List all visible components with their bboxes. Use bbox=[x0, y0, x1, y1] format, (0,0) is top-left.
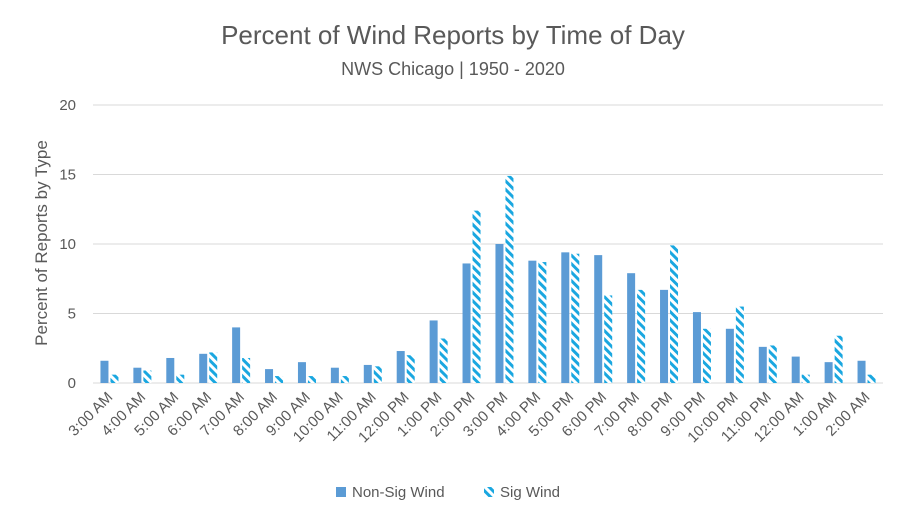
bar-non-sig-wind-12 bbox=[495, 244, 504, 383]
legend-swatch-sig-wind bbox=[484, 487, 494, 497]
bar-sig-wind-18 bbox=[702, 328, 711, 383]
bar-sig-wind-14 bbox=[571, 253, 580, 383]
chart-title: Percent of Wind Reports by Time of Day bbox=[221, 20, 685, 50]
bar-sig-wind-4 bbox=[242, 357, 251, 383]
bar-non-sig-wind-3 bbox=[199, 353, 208, 383]
chart-subtitle: NWS Chicago | 1950 - 2020 bbox=[341, 59, 565, 79]
bar-non-sig-wind-13 bbox=[528, 260, 537, 383]
y-tick-label: 5 bbox=[68, 306, 76, 323]
bar-sig-wind-22 bbox=[834, 335, 843, 383]
bar-non-sig-wind-2 bbox=[166, 357, 175, 383]
bar-sig-wind-10 bbox=[439, 338, 448, 383]
y-axis-ticks: 0 5 10 15 20 bbox=[59, 97, 76, 392]
bar-sig-wind-2 bbox=[176, 374, 185, 383]
bar-non-sig-wind-22 bbox=[824, 362, 833, 383]
bar-non-sig-wind-8 bbox=[363, 364, 372, 383]
bar-non-sig-wind-14 bbox=[561, 252, 570, 383]
bar-non-sig-wind-9 bbox=[396, 351, 405, 383]
bar-sig-wind-5 bbox=[275, 376, 284, 383]
legend-label-non-sig-wind: Non-Sig Wind bbox=[352, 484, 445, 501]
bar-non-sig-wind-1 bbox=[133, 367, 142, 383]
bar-sig-wind-11 bbox=[472, 210, 481, 383]
bar-sig-wind-6 bbox=[307, 376, 316, 383]
bar-non-sig-wind-15 bbox=[594, 255, 603, 383]
bar-sig-wind-15 bbox=[604, 295, 613, 383]
bar-non-sig-wind-16 bbox=[627, 273, 636, 383]
bar-sig-wind-21 bbox=[801, 374, 810, 383]
bar-sig-wind-17 bbox=[670, 245, 679, 383]
bar-sig-wind-8 bbox=[373, 366, 382, 383]
bar-non-sig-wind-5 bbox=[265, 369, 274, 383]
bar-sig-wind-9 bbox=[406, 355, 415, 383]
legend-label-sig-wind: Sig Wind bbox=[500, 484, 560, 501]
bars bbox=[100, 175, 876, 383]
y-axis-title: Percent of Reports by Type bbox=[32, 140, 51, 346]
legend-swatch-non-sig-wind bbox=[336, 487, 346, 497]
bar-non-sig-wind-7 bbox=[330, 367, 339, 383]
bar-non-sig-wind-10 bbox=[429, 320, 438, 383]
legend: Non-Sig Wind Sig Wind bbox=[336, 484, 560, 501]
bar-sig-wind-19 bbox=[735, 306, 744, 383]
bar-non-sig-wind-20 bbox=[758, 346, 767, 383]
bar-non-sig-wind-4 bbox=[232, 327, 241, 383]
bar-non-sig-wind-23 bbox=[857, 360, 866, 383]
gridlines bbox=[93, 104, 883, 384]
bar-sig-wind-3 bbox=[209, 352, 218, 383]
bar-sig-wind-20 bbox=[768, 345, 777, 383]
bar-sig-wind-1 bbox=[143, 370, 152, 383]
bar-non-sig-wind-17 bbox=[660, 289, 669, 383]
bar-sig-wind-0 bbox=[110, 374, 119, 383]
bar-non-sig-wind-11 bbox=[462, 263, 471, 383]
bar-non-sig-wind-18 bbox=[692, 312, 701, 383]
y-tick-label: 15 bbox=[59, 167, 76, 184]
y-tick-label: 0 bbox=[68, 375, 76, 392]
y-tick-label: 20 bbox=[59, 97, 76, 114]
bar-non-sig-wind-6 bbox=[297, 362, 306, 383]
bar-non-sig-wind-0 bbox=[100, 360, 109, 383]
bar-non-sig-wind-21 bbox=[791, 356, 800, 383]
bar-non-sig-wind-19 bbox=[725, 328, 734, 383]
x-axis-ticks: 3:00 AM4:00 AM5:00 AM6:00 AM7:00 AM8:00 … bbox=[65, 389, 873, 446]
bar-sig-wind-7 bbox=[340, 376, 349, 383]
bar-sig-wind-12 bbox=[505, 175, 514, 383]
bar-sig-wind-16 bbox=[637, 289, 646, 383]
bar-sig-wind-13 bbox=[538, 262, 547, 383]
y-tick-label: 10 bbox=[59, 236, 76, 253]
bar-sig-wind-23 bbox=[867, 374, 876, 383]
